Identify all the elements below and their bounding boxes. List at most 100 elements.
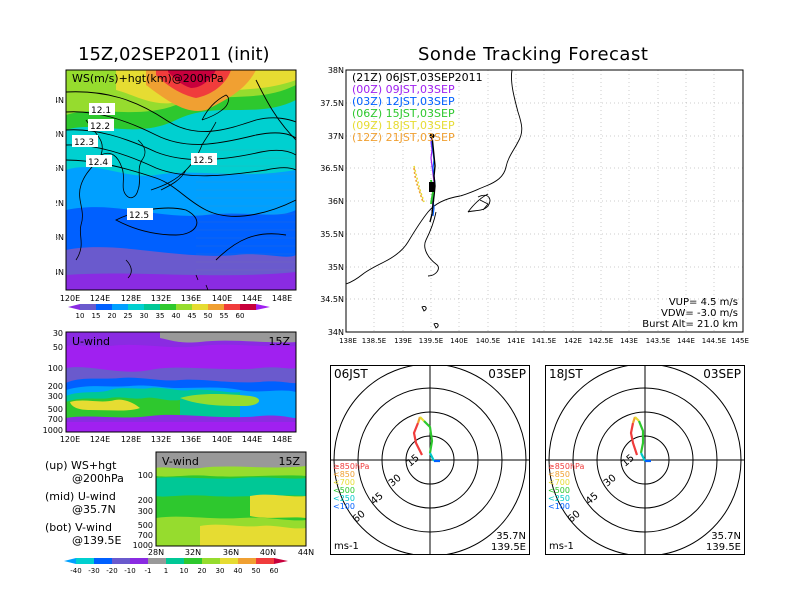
y-tick: 300 — [48, 392, 63, 401]
colorbar-tick: 60 — [270, 567, 279, 575]
y-tick: 28N — [56, 233, 64, 242]
track-title: Sonde Tracking Forecast — [418, 44, 649, 65]
level-legend: <100 — [333, 502, 355, 511]
level-legend: <250 — [333, 494, 355, 503]
x-tick: 144E — [242, 294, 262, 303]
v-wind-panel: V-wind 15Z 100 200 300 500 700 1000 28N … — [120, 448, 315, 557]
level-legend: <250 — [548, 494, 570, 503]
level-legend: ≥850hPa — [548, 462, 585, 471]
contour-label: 12.5 — [129, 211, 149, 221]
param-line: VUP= 4.5 m/s — [669, 297, 738, 308]
y-tick: 500 — [48, 405, 63, 414]
x-tick: 32N — [185, 548, 201, 556]
y-tick: 37N — [328, 132, 344, 141]
x-tick: 142E — [564, 337, 582, 345]
x-tick: 124E — [90, 294, 110, 303]
hodo-lon: 139.5E — [491, 542, 526, 553]
x-tick: 28N — [148, 548, 164, 556]
y-tick: 32N — [56, 199, 64, 208]
level-legend: <500 — [333, 486, 355, 495]
hodo-time: 18JST — [549, 367, 583, 381]
note-up-1: (up) WS+hgt — [45, 459, 117, 472]
v-wind-time: 15Z — [278, 455, 300, 468]
u-wind-label: U-wind — [72, 335, 110, 348]
y-tick: 37.5N — [320, 99, 344, 108]
y-tick: 300 — [138, 507, 153, 516]
y-tick: 35N — [328, 263, 344, 272]
x-tick: 140E — [450, 337, 468, 345]
y-tick: 40N — [56, 130, 64, 139]
y-tick: 700 — [138, 531, 153, 540]
x-tick: 44N — [298, 548, 314, 556]
x-tick: 144E — [677, 337, 695, 345]
contour-label: 12.4 — [88, 158, 108, 168]
colorbar-tick: 45 — [188, 312, 197, 320]
y-tick: 34N — [328, 328, 344, 337]
x-tick: 120E — [60, 435, 80, 444]
y-tick: 38N — [328, 66, 344, 75]
ws-map-title: 15Z,02SEP2011 (init) — [78, 44, 270, 65]
colorbar-tick: 15 — [92, 312, 101, 320]
colorbar-tick: 20 — [198, 567, 207, 575]
x-tick: 142.5E — [589, 337, 613, 345]
level-legend: <850 — [333, 470, 355, 479]
contour-label: 12.1 — [91, 106, 111, 116]
note-bot-2: @139.5E — [72, 534, 122, 547]
y-tick: 44N — [56, 96, 64, 105]
track-panel: (21Z) 06JST,03SEP2011 (00Z) 09JST,03SEP … — [318, 62, 758, 352]
y-tick: 36N — [56, 164, 64, 173]
level-legend: ≥850hPa — [333, 462, 370, 471]
level-legend: <700 — [333, 478, 355, 487]
ws-map-label: WS(m/s)+hgt(km)@200hPa — [72, 72, 224, 85]
param-line: Burst Alt= 21.0 km — [642, 319, 738, 330]
colorbar-tick: -40 — [70, 567, 81, 575]
y-tick: 1000 — [43, 426, 63, 435]
hodograph-left: 15 30 45 60 06JST 03SEP ≥850hPa <850 <70… — [330, 363, 530, 557]
x-tick: 136E — [181, 294, 201, 303]
x-tick: 132E — [151, 435, 171, 444]
y-tick: 700 — [48, 415, 63, 424]
x-tick: 138.5E — [362, 337, 386, 345]
x-tick: 139.5E — [419, 337, 443, 345]
x-tick: 140E — [212, 435, 232, 444]
launch-line: (03Z) 12JST,03SEP — [352, 95, 455, 108]
y-tick: 100 — [48, 364, 63, 373]
y-tick: 200 — [48, 382, 63, 391]
x-tick: 138E — [339, 337, 357, 345]
launch-point — [429, 133, 435, 139]
colorbar-tick: 10 — [76, 312, 85, 320]
burst-marker — [429, 182, 435, 192]
hodo-lat: 35.7N — [496, 531, 526, 542]
colorbar-tick: 20 — [108, 312, 117, 320]
hodo-lon: 139.5E — [706, 542, 741, 553]
x-tick: 144.5E — [702, 337, 726, 345]
colorbar-tick: -1 — [145, 567, 152, 575]
x-tick: 128E — [121, 435, 141, 444]
level-legend: <700 — [548, 478, 570, 487]
y-tick: 200 — [138, 496, 153, 505]
x-tick: 124E — [90, 435, 110, 444]
launch-line: (09Z) 18JST,03SEP — [352, 119, 455, 132]
y-tick: 100 — [138, 471, 153, 480]
level-legend: <850 — [548, 470, 570, 479]
hodo-time: 06JST — [334, 367, 368, 381]
x-tick: 140E — [212, 294, 232, 303]
colorbar-tick: -20 — [106, 567, 117, 575]
note-up-2: @200hPa — [72, 472, 124, 485]
x-tick: 120E — [60, 294, 80, 303]
colorbar-tick: 50 — [204, 312, 213, 320]
hodo-unit: ms-1 — [549, 541, 574, 552]
note-mid-2: @35.7N — [72, 503, 116, 516]
y-tick: 50 — [53, 343, 63, 352]
x-tick: 132E — [151, 294, 171, 303]
x-tick: 128E — [121, 294, 141, 303]
colorbar-tick: 50 — [252, 567, 261, 575]
hodo-date: 03SEP — [488, 367, 526, 381]
colorbar-tick: -10 — [124, 567, 135, 575]
contour-label: 12.3 — [74, 138, 94, 148]
colorbar-tick: 25 — [124, 312, 133, 320]
x-tick: 144E — [242, 435, 262, 444]
x-tick: 40N — [260, 548, 276, 556]
colorbar-tick: 40 — [172, 312, 181, 320]
hodo-date: 03SEP — [703, 367, 741, 381]
